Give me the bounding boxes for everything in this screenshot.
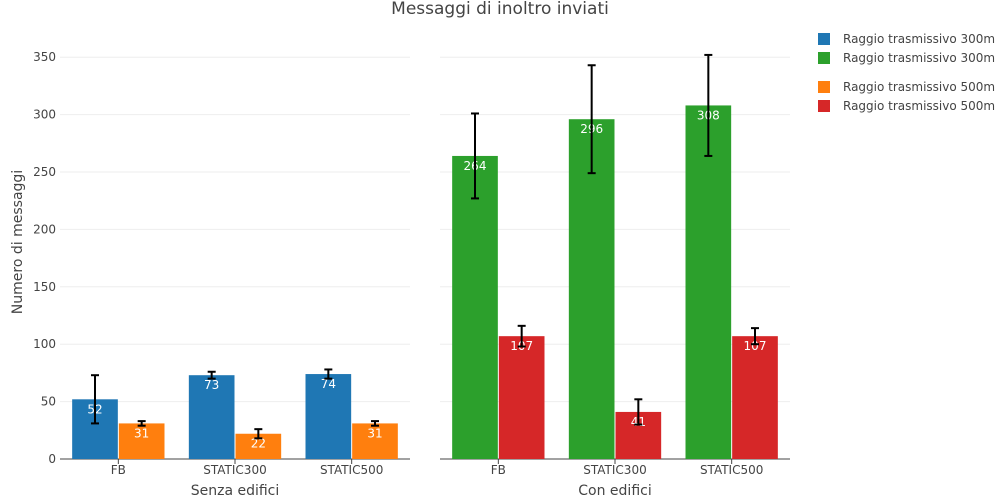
error-bar xyxy=(587,64,596,175)
bar-value-label: 31 xyxy=(134,426,149,440)
y-tick-label: 50 xyxy=(41,395,56,409)
legend-swatch xyxy=(818,100,830,112)
bar-value-label: 74 xyxy=(321,377,336,391)
bar[interactable] xyxy=(498,336,545,459)
x-tick-label: STATIC300 xyxy=(583,463,646,477)
x-axis-title: Senza edifici xyxy=(191,483,280,499)
legend[interactable]: Raggio trasmissivo 300m Raggio trasmissiv… xyxy=(818,32,995,113)
y-tick-label: 100 xyxy=(33,337,56,351)
x-axis-title: Con edifici xyxy=(578,483,651,499)
bar[interactable] xyxy=(685,105,732,460)
y-tick-label: 350 xyxy=(33,50,56,64)
bar[interactable] xyxy=(305,374,352,459)
y-tick-label: 200 xyxy=(33,222,56,236)
legend-item[interactable]: Raggio trasmissivo 500m xyxy=(818,80,995,94)
bar[interactable] xyxy=(352,423,398,459)
error-bar xyxy=(207,370,216,380)
chart-title: Messaggi di inoltro inviati xyxy=(391,0,609,19)
y-tick-label: 250 xyxy=(33,165,56,179)
chart-panels: 050100150200250300350FB5231STATIC3007322… xyxy=(33,50,790,499)
error-bar xyxy=(634,398,643,426)
bar[interactable] xyxy=(188,375,235,459)
legend-label: Raggio trasmissivo 500m xyxy=(843,80,995,94)
error-bar xyxy=(371,420,379,427)
legend-item[interactable]: Raggio trasmissivo 300m xyxy=(818,51,995,65)
legend-label: Raggio trasmissivo 500m xyxy=(843,99,995,113)
error-bar xyxy=(324,368,333,380)
x-tick-label: FB xyxy=(111,463,126,477)
legend-swatch xyxy=(818,52,830,64)
x-tick-label: STATIC300 xyxy=(203,463,266,477)
y-tick-label: 300 xyxy=(33,108,56,122)
error-bar xyxy=(254,428,263,440)
x-tick-label: FB xyxy=(491,463,506,477)
legend-item[interactable]: Raggio trasmissivo 300m xyxy=(818,32,995,46)
bar-value-label: 31 xyxy=(367,426,382,440)
error-bar xyxy=(471,112,479,200)
legend-swatch xyxy=(818,33,830,45)
bar[interactable] xyxy=(452,155,498,460)
error-bar xyxy=(751,327,759,346)
bar[interactable] xyxy=(732,336,778,459)
error-bar xyxy=(704,53,713,157)
legend-item[interactable]: Raggio trasmissivo 500m xyxy=(818,99,995,113)
bar-value-label: 22 xyxy=(251,437,266,451)
error-bar xyxy=(137,420,146,427)
y-tick-label: 150 xyxy=(33,280,56,294)
y-axis-title: Numero di messaggi xyxy=(10,170,26,314)
y-tick-label: 0 xyxy=(48,452,56,466)
error-bar xyxy=(91,374,99,425)
panel-1: 050100150200250300350FB5231STATIC3007322… xyxy=(33,50,410,499)
legend-label: Raggio trasmissivo 300m xyxy=(843,51,995,65)
bar[interactable] xyxy=(118,423,165,459)
x-tick-label: STATIC500 xyxy=(320,463,383,477)
bar-value-label: 73 xyxy=(204,378,219,392)
error-bar xyxy=(517,324,526,348)
legend-swatch xyxy=(818,81,830,93)
legend-label: Raggio trasmissivo 300m xyxy=(843,32,995,46)
x-tick-label: STATIC500 xyxy=(700,463,763,477)
bar[interactable] xyxy=(568,119,615,459)
bar-value-label: 107 xyxy=(744,339,767,353)
panel-2: FB264107STATIC30029641STATIC500308107Con… xyxy=(440,53,790,499)
